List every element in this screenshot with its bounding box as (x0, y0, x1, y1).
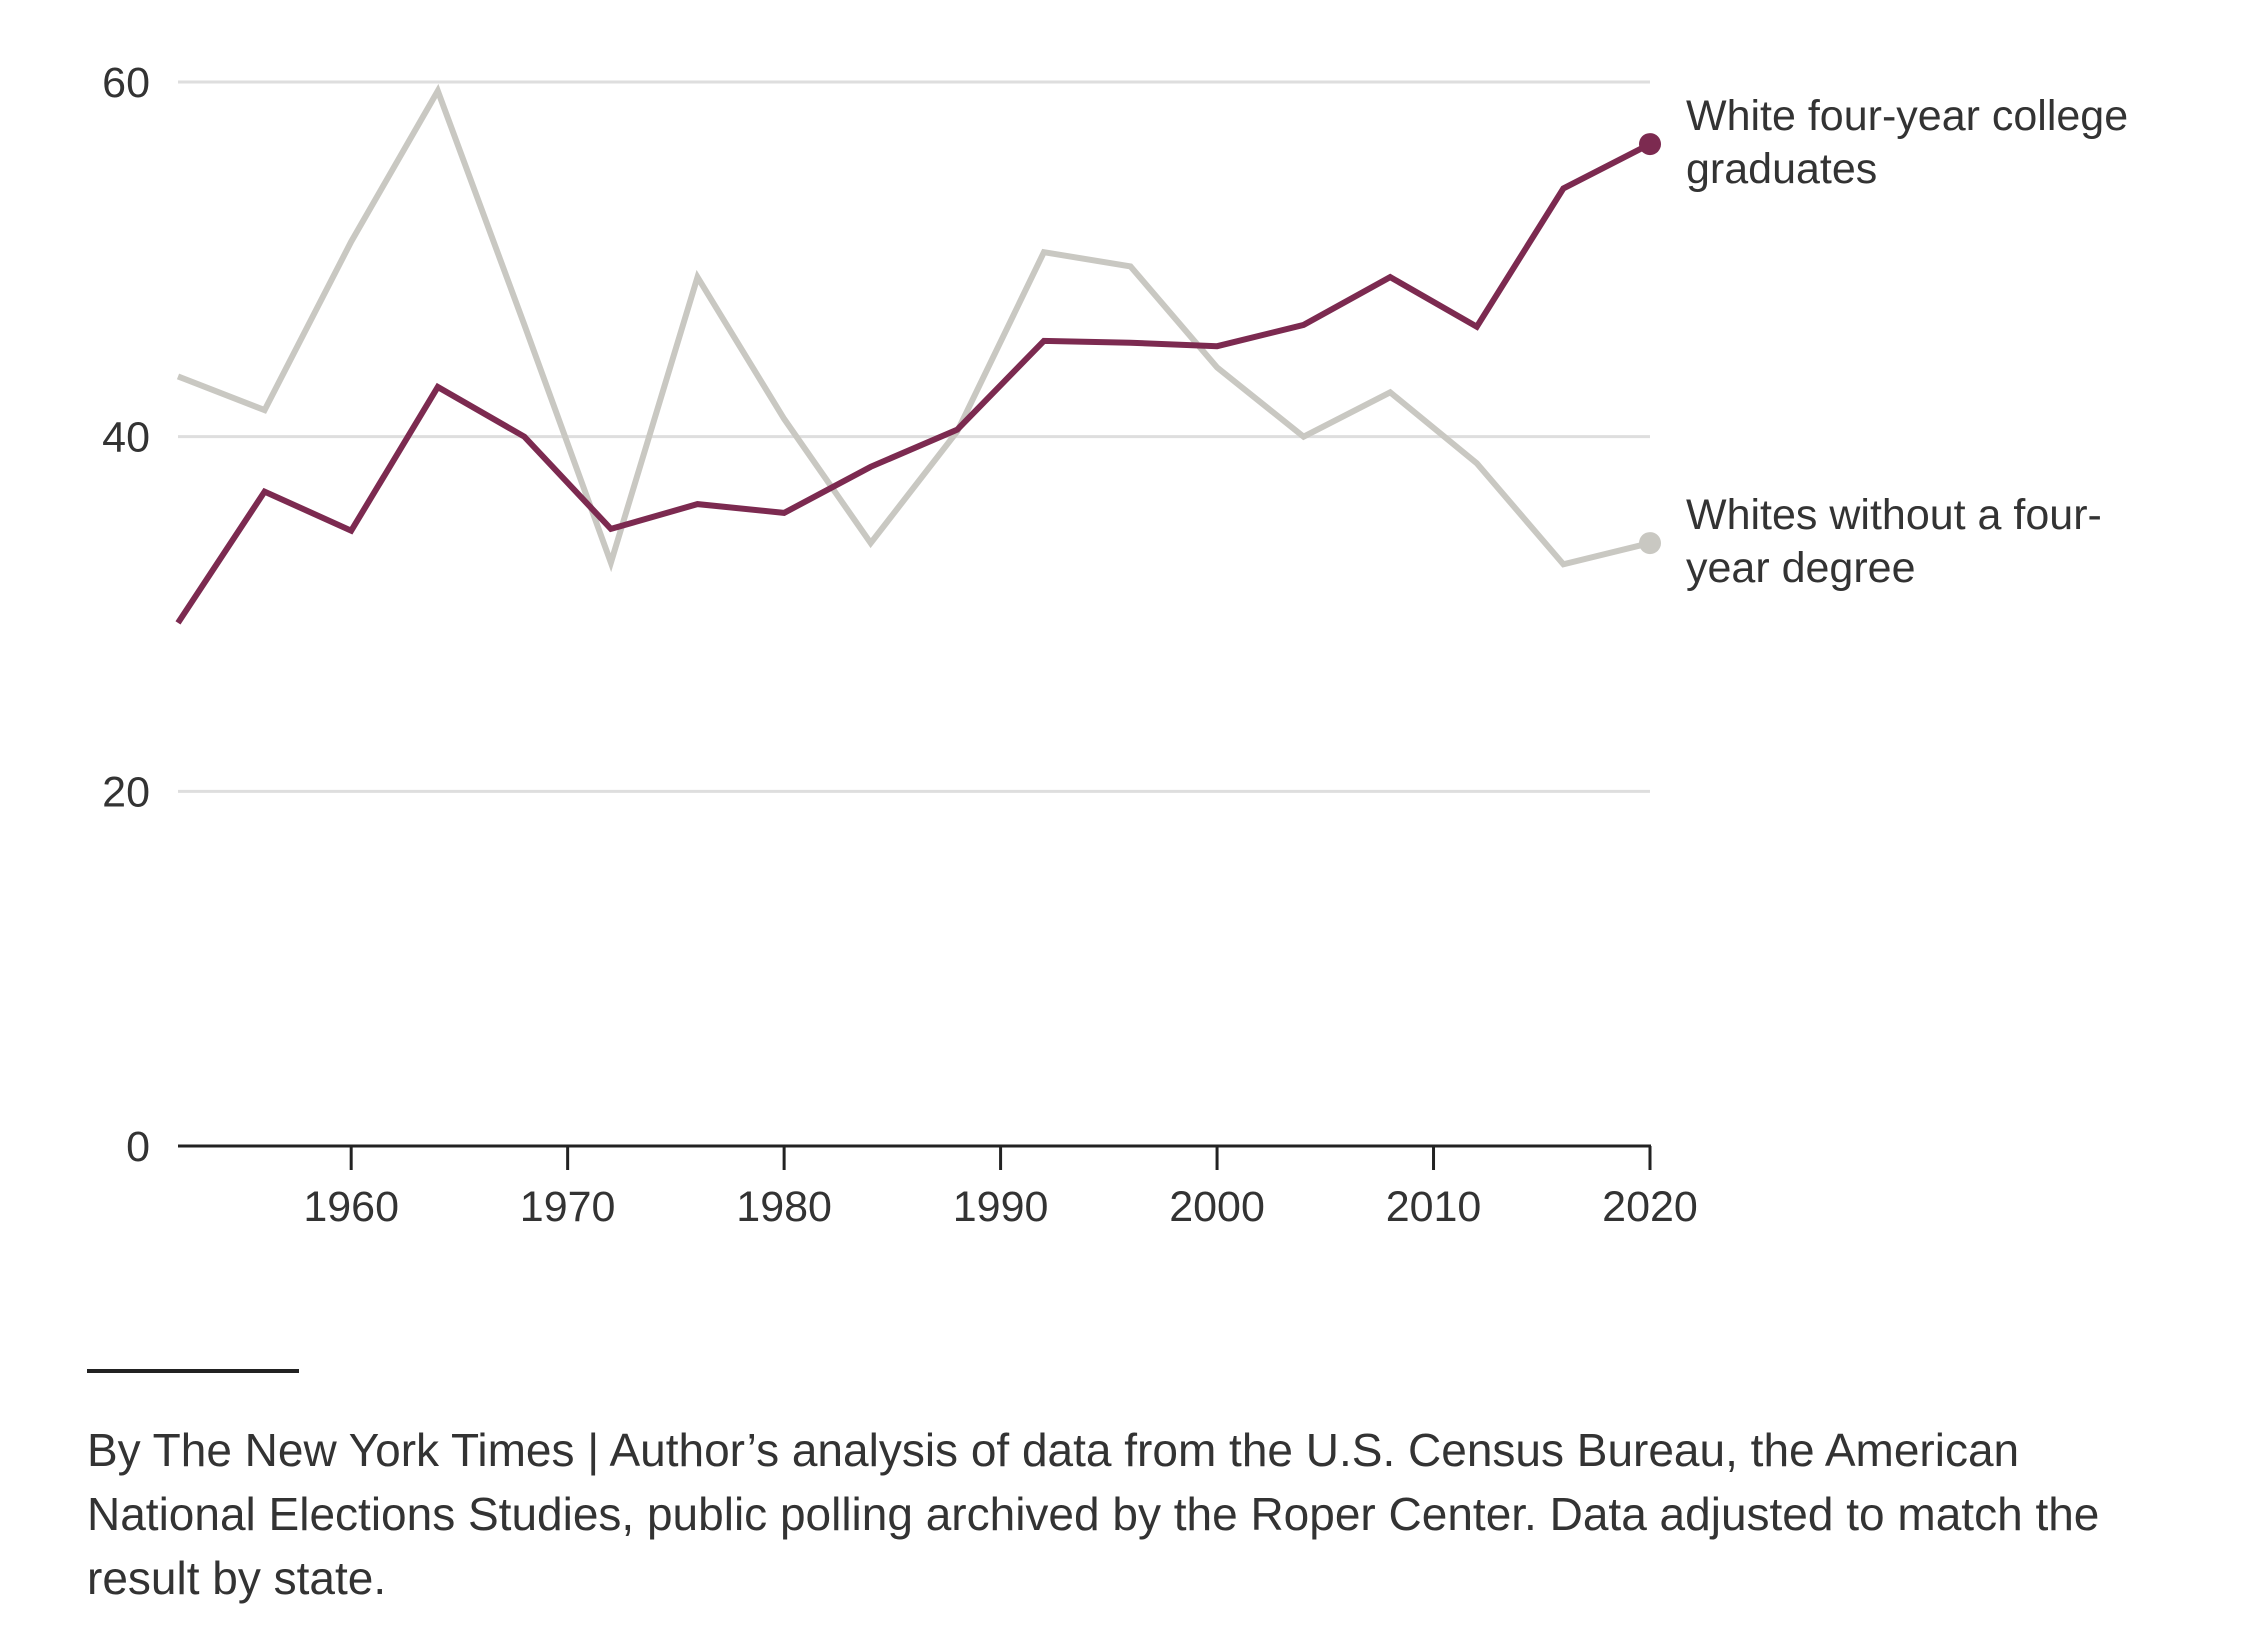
y-tick-label-20: 20 (102, 768, 150, 816)
series-label-line: year degree (1686, 544, 1916, 592)
series-label-0: White four-year college graduates (1686, 92, 2128, 193)
series-line-1 (176, 83, 1651, 573)
series-labels: White four-year college graduates Whites w… (1686, 92, 2128, 592)
series-label-line: graduates (1686, 145, 1877, 193)
line-chart: 0 20 40 60 1960 1970 1980 1990 2000 2010 2020 Whi… (102, 59, 2128, 1231)
y-tick-label-40: 40 (102, 414, 150, 462)
series-lines (175, 83, 1661, 625)
x-tick-label-1990: 1990 (953, 1183, 1049, 1231)
x-tick-label-2010: 2010 (1386, 1183, 1482, 1231)
x-tick-label-2000: 2000 (1169, 1183, 1265, 1231)
series-endpoint-1 (1639, 532, 1661, 555)
x-axis (178, 1144, 1652, 1170)
series-endpoint-0 (1639, 133, 1661, 156)
x-axis-tick-labels: 1960 1970 1980 1990 2000 2010 2020 (303, 1183, 1697, 1231)
y-axis-tick-labels: 0 20 40 60 (102, 59, 150, 1171)
gridlines (178, 80, 1650, 793)
series-label-1: Whites without a four-year degree (1686, 491, 2102, 592)
series-label-line: White four-year college (1686, 92, 2128, 140)
series-line-0 (175, 141, 1652, 625)
y-tick-label-60: 60 (102, 59, 150, 107)
x-tick-label-1980: 1980 (736, 1183, 832, 1231)
y-tick-label-0: 0 (126, 1123, 150, 1171)
x-tick-label-1970: 1970 (520, 1183, 616, 1231)
x-tick-label-2020: 2020 (1602, 1183, 1698, 1231)
x-tick-label-1960: 1960 (303, 1183, 399, 1231)
source-divider (87, 1369, 299, 1373)
source-note: By The New York Times | Author’s analysi… (87, 1424, 2100, 1604)
series-label-line: Whites without a four- (1686, 491, 2102, 539)
